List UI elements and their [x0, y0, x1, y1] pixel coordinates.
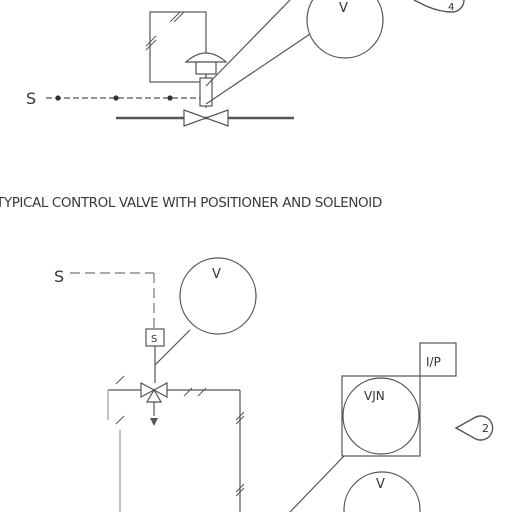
- bottom-callout-label: 2: [482, 422, 489, 435]
- bottom-solenoid-valve: [140, 381, 168, 403]
- bottom-signal-symbol: S: [54, 267, 64, 286]
- bottom-positioner-bubble: [342, 377, 420, 455]
- top-callout-label: 4: [448, 2, 454, 13]
- diagram-caption: TYPICAL CONTROL VALVE WITH POSITIONER AN…: [0, 195, 382, 211]
- top-bubble-label: V: [339, 1, 348, 16]
- top-signal-symbol: S: [26, 89, 36, 108]
- top-instrument-bubble: [306, 0, 384, 59]
- bottom-ip-converter-box: [419, 342, 457, 377]
- bottom-bubble-label: V: [212, 267, 221, 282]
- bottom-solenoid-label: S: [151, 334, 157, 345]
- top-callout-marker: [413, 0, 465, 13]
- bottom-lower-bubble: [343, 471, 421, 512]
- bottom-lower-bubble-label: V: [376, 477, 385, 492]
- top-diaphragm-actuator: [184, 52, 228, 63]
- bottom-ip-label: I/P: [426, 355, 441, 369]
- bottom-positioner-box: [341, 375, 421, 457]
- top-control-valve-diagram: [46, 0, 465, 127]
- top-valve-body: [183, 109, 229, 127]
- bottom-control-valve-diagram: [70, 257, 494, 512]
- top-actuator-tubing-box: [149, 11, 207, 83]
- bottom-positioner-label: VJN: [364, 389, 385, 403]
- bottom-callout-marker: [454, 415, 494, 441]
- bottom-instrument-bubble: [179, 257, 257, 335]
